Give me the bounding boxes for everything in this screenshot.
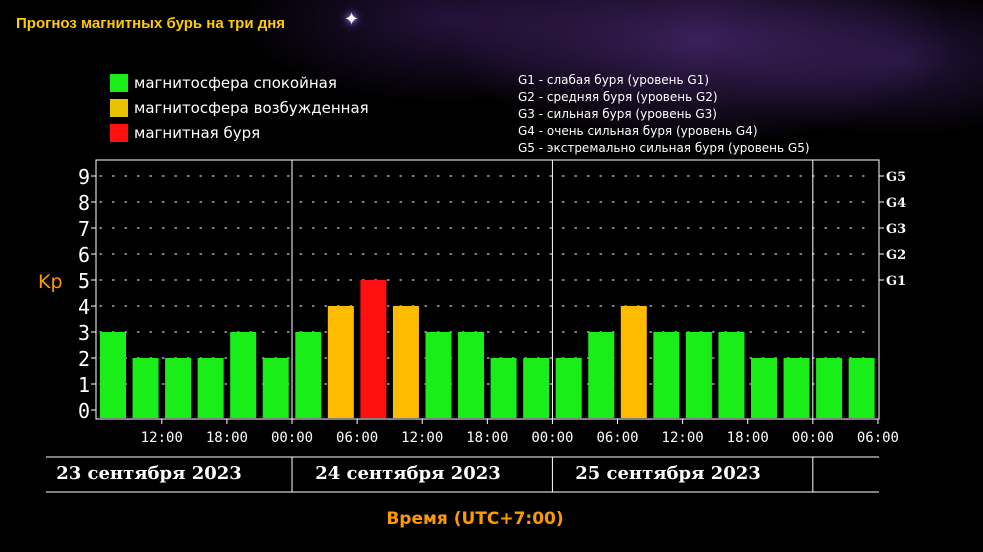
x-tick-label: 12:00 [141,430,183,446]
kp-bar [555,358,582,418]
y-tick-label: 6 [78,243,90,267]
x-tick-label: 00:00 [792,430,834,446]
legend: магнитосфера спокойная магнитосфера возб… [110,70,369,145]
kp-bar [392,306,419,418]
kp-bar [848,358,875,418]
legend-item-storm: магнитная буря [110,120,369,145]
kp-bar [327,306,354,418]
y-tick-label: 2 [78,347,90,371]
y-tick-label: 4 [78,295,90,319]
legend-label: магнитная буря [134,123,261,142]
x-tick-label: 18:00 [466,430,508,446]
kp-bar [165,358,192,418]
kp-bar [132,358,159,418]
kp-bar [751,358,777,418]
y-axis-label: Kp [38,271,63,293]
y-tick-label: 8 [78,191,90,215]
page-title: Прогноз магнитных бурь на три дня [16,15,286,32]
kp-bar [685,332,712,418]
x-tick-label: 06:00 [857,430,899,446]
kp-bar [295,332,322,418]
g-level-label: G5 [886,170,906,185]
x-tick-label: 18:00 [206,430,248,446]
legend-swatch-green [110,73,128,92]
x-tick-label: 12:00 [662,430,704,446]
kp-bar [360,280,387,418]
storm-levels: G1 - слабая буря (уровень G1) G2 - средн… [518,72,810,157]
level-g5: G5 - экстремально сильная буря (уровень … [518,141,810,155]
kp-bar [458,332,485,418]
level-g2: G2 - средняя буря (уровень G2) [518,90,718,104]
y-tick-label: 0 [78,399,90,423]
g-level-label: G3 [886,222,906,237]
x-tick-label: 06:00 [336,430,378,446]
legend-item-quiet: магнитосфера спокойная [110,70,369,95]
level-g4: G4 - очень сильная буря (уровень G4) [518,124,758,138]
day-label: 25 сентября 2023 [575,463,761,484]
kp-bar [230,332,257,418]
star-icon: ✦ [344,9,360,30]
legend-label: магнитосфера спокойная [134,73,337,92]
x-tick-label: 00:00 [271,430,313,446]
kp-bar [523,358,550,418]
legend-item-active: магнитосфера возбужденная [110,95,369,120]
day-label: 24 сентября 2023 [315,463,501,484]
kp-bar [783,358,810,418]
level-g3: G3 - сильная буря (уровень G3) [518,107,717,121]
g-level-label: G1 [886,274,906,289]
kp-bar [490,358,517,418]
day-label: 23 сентября 2023 [56,463,242,484]
g-level-label: G2 [886,248,906,263]
level-g1: G1 - слабая буря (уровень G1) [518,73,709,87]
kp-bar [425,332,452,418]
legend-label: магнитосфера возбужденная [134,98,369,117]
kp-bar [718,332,745,418]
y-tick-label: 3 [78,321,90,345]
x-axis-label: Время (UTC+7:00) [386,509,563,529]
kp-bar [100,332,126,418]
legend-swatch-red [110,123,128,142]
y-tick-label: 1 [78,373,90,397]
kp-bar [262,358,289,418]
x-tick-label: 06:00 [596,430,638,446]
x-tick-label: 18:00 [727,430,769,446]
x-tick-label: 00:00 [531,430,573,446]
legend-swatch-yellow [110,98,128,117]
kp-bar [620,306,647,418]
y-tick-label: 5 [78,269,90,293]
y-tick-label: 7 [78,217,90,241]
y-tick-label: 9 [78,165,90,189]
kp-bar [653,332,680,418]
kp-bar [588,332,615,418]
kp-bar [816,358,843,418]
kp-bar [197,358,224,418]
x-tick-label: 12:00 [401,430,443,446]
g-level-label: G4 [886,196,906,211]
